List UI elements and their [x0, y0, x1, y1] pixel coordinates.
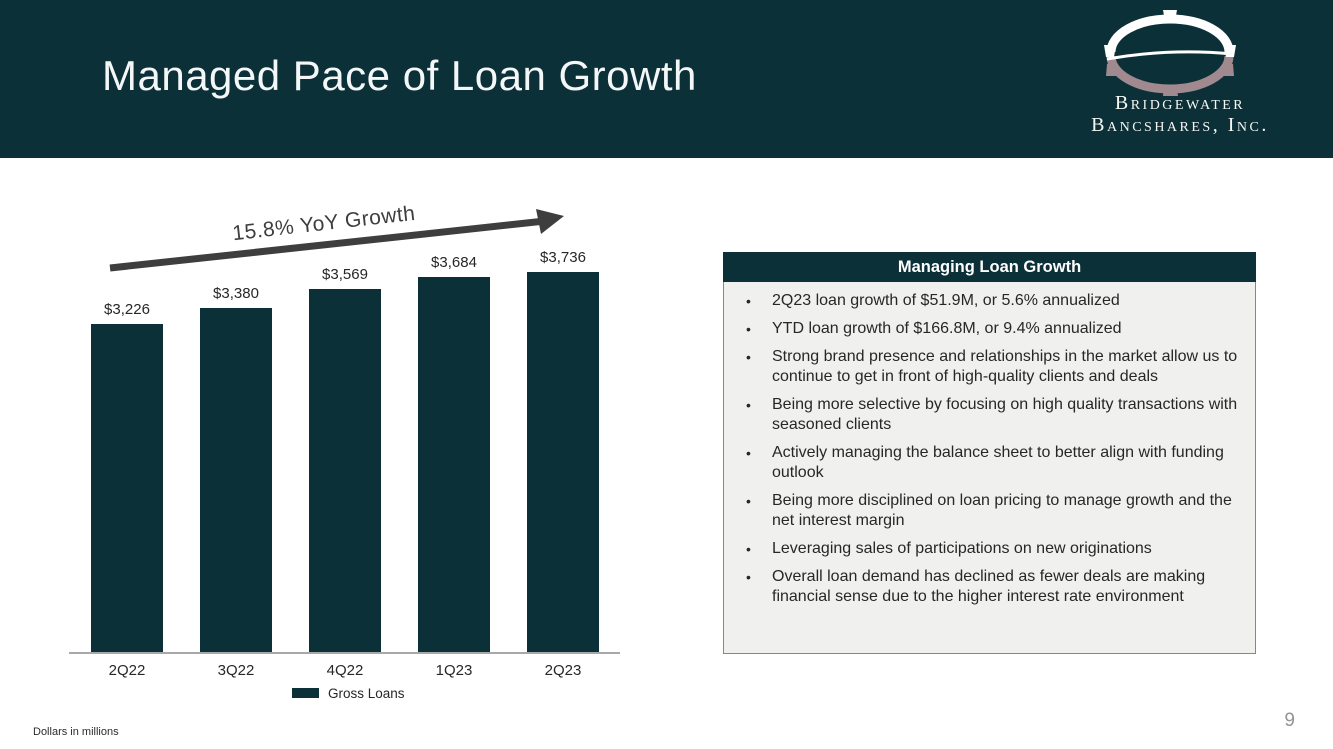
info-box-body: • 2Q23 loan growth of $51.9M, or 5.6% an…	[724, 282, 1255, 607]
managing-loan-growth-box: Managing Loan Growth • 2Q23 loan growth …	[723, 252, 1256, 654]
list-item: • Strong brand presence and relationship…	[746, 347, 1243, 387]
bullet-text: Leveraging sales of participations on ne…	[772, 540, 1152, 557]
bullet-text: 2Q23 loan growth of $51.9M, or 5.6% annu…	[772, 292, 1120, 309]
list-item: • Overall loan demand has declined as fe…	[746, 567, 1243, 607]
bar	[527, 272, 599, 652]
list-item: • Being more selective by focusing on hi…	[746, 395, 1243, 435]
footnote: Dollars in millions	[33, 726, 119, 738]
company-name-line1: Bridgewater	[1114, 92, 1246, 114]
company-name-line2: Bancshares, Inc.	[1091, 114, 1269, 136]
x-axis-label: 1Q23	[435, 662, 473, 679]
info-box-title: Managing Loan Growth	[723, 252, 1256, 282]
growth-trend-arrow-icon	[109, 209, 564, 272]
chart-legend: Gross Loans	[292, 685, 405, 701]
list-item: • YTD loan growth of $166.8M, or 9.4% an…	[746, 319, 1243, 339]
bullet-icon: •	[746, 493, 751, 509]
bullet-icon: •	[746, 445, 751, 461]
bullet-icon: •	[746, 293, 751, 309]
x-axis-label: 4Q22	[326, 662, 364, 679]
x-axis-label: 3Q22	[217, 662, 255, 679]
bullet-text: YTD loan growth of $166.8M, or 9.4% annu…	[772, 320, 1122, 337]
bullet-icon: •	[746, 569, 751, 585]
bullet-text: Actively managing the balance sheet to b…	[772, 444, 1224, 481]
list-item: • 2Q23 loan growth of $51.9M, or 5.6% an…	[746, 291, 1243, 311]
legend-swatch-icon	[292, 688, 319, 698]
bullet-text: Strong brand presence and relationships …	[772, 348, 1238, 385]
list-item: • Leveraging sales of participations on …	[746, 539, 1243, 559]
bullet-text: Being more disciplined on loan pricing t…	[772, 492, 1232, 529]
bullet-icon: •	[746, 349, 751, 365]
page-title: Managed Pace of Loan Growth	[102, 52, 697, 99]
bar	[91, 324, 163, 652]
company-name: Bridgewater Bancshares, Inc.	[1055, 92, 1305, 136]
x-axis-label: 2Q22	[108, 662, 146, 679]
bullet-text: Overall loan demand has declined as fewe…	[772, 568, 1206, 605]
bar-value-label: $3,380	[213, 285, 259, 302]
bar-value-label: $3,736	[540, 249, 586, 266]
bullet-icon: •	[746, 397, 751, 413]
company-logo: Bridgewater Bancshares, Inc.	[1055, 8, 1305, 148]
header-band: Managed Pace of Loan Growth Bridgewater	[0, 0, 1333, 158]
x-axis-line	[69, 652, 620, 654]
bullet-text: Being more selective by focusing on high…	[772, 396, 1238, 433]
bar-value-label: $3,684	[431, 254, 477, 271]
list-item: • Being more disciplined on loan pricing…	[746, 491, 1243, 531]
bar-value-label: $3,569	[322, 266, 368, 283]
x-axis-label: 2Q23	[544, 662, 582, 679]
list-item: • Actively managing the balance sheet to…	[746, 443, 1243, 483]
bridge-logo-icon	[1104, 10, 1236, 96]
bullet-icon: •	[746, 541, 751, 557]
bar	[418, 277, 490, 652]
bar-value-label: $3,226	[104, 301, 150, 318]
bar	[309, 289, 381, 652]
bar	[200, 308, 272, 652]
bullet-list: • 2Q23 loan growth of $51.9M, or 5.6% an…	[746, 291, 1243, 607]
bullet-icon: •	[746, 321, 751, 337]
page-number: 9	[1284, 710, 1295, 731]
legend-label: Gross Loans	[328, 685, 405, 701]
